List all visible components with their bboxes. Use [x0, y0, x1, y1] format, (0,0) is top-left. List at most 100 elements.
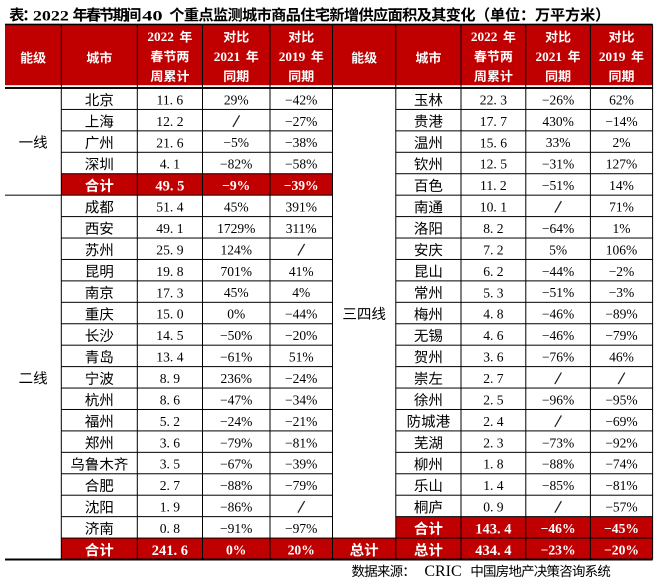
svg-text:45%: 45% [224, 285, 249, 300]
svg-text:−89%: −89% [605, 307, 637, 322]
svg-text:15. 0: 15. 0 [156, 307, 183, 322]
svg-text:−44%: −44% [542, 264, 574, 279]
svg-text:2021: 2021 [536, 49, 563, 64]
svg-text:2019: 2019 [279, 49, 306, 64]
svg-text:29%: 29% [224, 92, 249, 107]
svg-text:3. 6: 3. 6 [160, 435, 181, 450]
svg-text:430%: 430% [542, 114, 574, 129]
svg-text:33%: 33% [546, 135, 571, 150]
svg-text:49. 1: 49. 1 [156, 221, 183, 236]
svg-text:46%: 46% [609, 350, 634, 365]
svg-text:−5%: −5% [223, 135, 249, 150]
svg-text:1. 8: 1. 8 [483, 457, 504, 472]
svg-text:49. 5: 49. 5 [155, 178, 184, 194]
svg-text:51. 4: 51. 4 [156, 200, 183, 215]
svg-text:4. 8: 4. 8 [483, 307, 504, 322]
svg-text:25. 9: 25. 9 [156, 242, 183, 257]
svg-text:3. 6: 3. 6 [483, 350, 504, 365]
svg-text:−20%: −20% [604, 543, 639, 558]
svg-text:10. 1: 10. 1 [480, 200, 507, 215]
svg-text:−45%: −45% [604, 521, 639, 536]
svg-text:−58%: −58% [285, 157, 317, 172]
svg-text:6. 2: 6. 2 [483, 264, 504, 279]
svg-text:−69%: −69% [605, 414, 637, 429]
svg-text:45%: 45% [224, 200, 249, 215]
svg-text:4%: 4% [292, 285, 310, 300]
svg-text:−76%: −76% [542, 350, 574, 365]
svg-text:41%: 41% [289, 264, 314, 279]
svg-text:17. 3: 17. 3 [156, 285, 183, 300]
svg-text:−81%: −81% [285, 435, 317, 450]
svg-text:40: 40 [142, 8, 163, 24]
svg-text:1729%: 1729% [217, 221, 255, 236]
svg-text:5. 3: 5. 3 [483, 285, 504, 300]
svg-text:−92%: −92% [605, 435, 637, 450]
svg-text:2. 7: 2. 7 [160, 478, 181, 493]
svg-text:CRIC: CRIC [424, 563, 461, 580]
svg-text:1. 9: 1. 9 [160, 500, 181, 515]
svg-text:3. 5: 3. 5 [160, 457, 181, 472]
svg-text:143. 4: 143. 4 [475, 521, 511, 537]
svg-text:12. 5: 12. 5 [480, 157, 507, 172]
svg-text:−3%: −3% [609, 285, 635, 300]
svg-text:−51%: −51% [542, 178, 574, 193]
svg-text:−64%: −64% [542, 221, 574, 236]
svg-text:−73%: −73% [542, 435, 574, 450]
svg-text:236%: 236% [220, 371, 252, 386]
svg-text:2%: 2% [613, 135, 631, 150]
svg-text:−42%: −42% [285, 92, 317, 107]
svg-text:−14%: −14% [605, 114, 637, 129]
svg-text:−21%: −21% [285, 414, 317, 429]
svg-text:12. 2: 12. 2 [156, 114, 183, 129]
svg-text:21. 6: 21. 6 [156, 135, 183, 150]
svg-text:2. 4: 2. 4 [483, 414, 504, 429]
svg-text:−20%: −20% [285, 328, 317, 343]
svg-text:−88%: −88% [542, 457, 574, 472]
svg-text:−57%: −57% [605, 500, 637, 515]
svg-text:11. 6: 11. 6 [157, 92, 184, 107]
svg-text:0. 9: 0. 9 [483, 500, 504, 515]
svg-text:13. 4: 13. 4 [156, 350, 183, 365]
svg-text:−91%: −91% [220, 521, 252, 536]
svg-text:2022: 2022 [471, 29, 498, 44]
svg-text:−61%: −61% [220, 350, 252, 365]
svg-text:2. 5: 2. 5 [483, 392, 504, 407]
svg-text:5. 2: 5. 2 [160, 414, 181, 429]
svg-text:124%: 124% [220, 242, 252, 257]
svg-text:−97%: −97% [285, 521, 317, 536]
svg-text:−31%: −31% [542, 157, 574, 172]
svg-text:4. 6: 4. 6 [483, 328, 504, 343]
svg-text:−24%: −24% [220, 414, 252, 429]
svg-text:−34%: −34% [285, 392, 317, 407]
svg-text:1%: 1% [613, 221, 631, 236]
svg-text:311%: 311% [286, 221, 317, 236]
svg-text:2022: 2022 [147, 29, 174, 44]
svg-text:−67%: −67% [220, 457, 252, 472]
svg-text:−85%: −85% [542, 478, 574, 493]
svg-text:8. 9: 8. 9 [160, 371, 181, 386]
svg-text:7. 2: 7. 2 [483, 242, 504, 257]
svg-text:2022: 2022 [33, 8, 69, 24]
svg-text:2021: 2021 [214, 49, 241, 64]
svg-text:−51%: −51% [542, 285, 574, 300]
svg-text:−79%: −79% [285, 478, 317, 493]
svg-text:−74%: −74% [605, 457, 637, 472]
svg-text:2019: 2019 [599, 49, 626, 64]
svg-text:−86%: −86% [220, 500, 252, 515]
svg-text:15. 6: 15. 6 [480, 135, 507, 150]
svg-text:14. 5: 14. 5 [156, 328, 183, 343]
svg-text:−23%: −23% [541, 543, 576, 558]
svg-text:8. 6: 8. 6 [160, 392, 181, 407]
svg-text:2. 7: 2. 7 [483, 371, 504, 386]
svg-text:11. 2: 11. 2 [480, 178, 507, 193]
svg-text:−2%: −2% [609, 264, 635, 279]
svg-text:4. 1: 4. 1 [160, 157, 180, 172]
svg-text:71%: 71% [609, 200, 634, 215]
svg-text:−46%: −46% [542, 307, 574, 322]
svg-text:0%: 0% [226, 543, 246, 558]
svg-text:−79%: −79% [220, 435, 252, 450]
svg-text:20%: 20% [288, 543, 315, 558]
svg-text:391%: 391% [285, 200, 317, 215]
svg-text:14%: 14% [609, 178, 634, 193]
svg-text:−88%: −88% [220, 478, 252, 493]
